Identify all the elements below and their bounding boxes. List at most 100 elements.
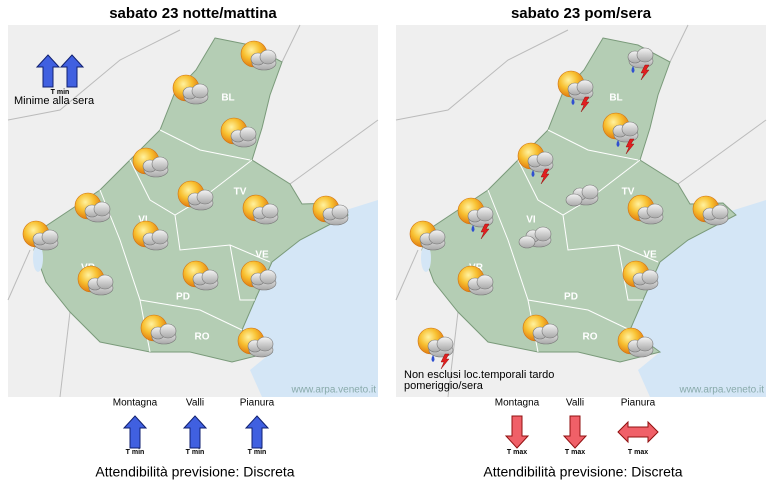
lightning bbox=[625, 138, 635, 155]
weather-icon bbox=[517, 142, 554, 185]
weather-icon bbox=[22, 220, 59, 251]
neighbor-border bbox=[447, 311, 459, 398]
arrow-up bbox=[122, 415, 148, 449]
zone-label: Pianura bbox=[240, 398, 275, 409]
cloud bbox=[159, 323, 177, 339]
reliability: Attendibilità previsione: Discreta bbox=[483, 464, 682, 480]
lake bbox=[421, 244, 431, 272]
zone-label: Montagna bbox=[495, 398, 540, 409]
weather-icon bbox=[565, 184, 599, 207]
province-label: RO bbox=[195, 332, 210, 343]
weather-icon bbox=[182, 260, 219, 291]
weather-icon bbox=[409, 220, 446, 251]
cloud bbox=[621, 121, 639, 137]
cloud bbox=[93, 201, 111, 217]
cloud bbox=[41, 229, 59, 245]
cloud bbox=[151, 229, 169, 245]
cloud bbox=[96, 274, 114, 290]
rain-drop bbox=[631, 66, 635, 73]
zone-arrow-label: T max bbox=[565, 449, 585, 456]
weather-icon bbox=[177, 180, 214, 211]
cloud bbox=[536, 151, 554, 167]
zone-arrow-label: T min bbox=[248, 449, 267, 456]
province-border bbox=[139, 299, 243, 331]
weather-icon bbox=[557, 70, 594, 113]
weather-icon bbox=[237, 327, 274, 358]
province-border bbox=[527, 299, 631, 331]
cloud bbox=[259, 269, 277, 285]
cloud bbox=[541, 323, 559, 339]
weather-icon bbox=[627, 194, 664, 225]
cloud bbox=[518, 235, 536, 249]
map: BLTVVIVRPDVEROwww.arpa.veneto.itT minMin… bbox=[7, 24, 379, 398]
province-border bbox=[547, 129, 639, 161]
weather-icon bbox=[172, 74, 209, 105]
province-label: BL bbox=[609, 93, 622, 104]
weather-icon bbox=[132, 220, 169, 251]
cloud bbox=[576, 79, 594, 95]
province-label: BL bbox=[221, 93, 234, 104]
weather-icon bbox=[617, 327, 654, 358]
weather-icon bbox=[622, 260, 659, 291]
panel-title: sabato 23 notte/mattina bbox=[109, 5, 277, 22]
cloud bbox=[428, 229, 446, 245]
province-label: TV bbox=[622, 187, 635, 198]
province-border bbox=[562, 214, 659, 263]
province-border bbox=[174, 214, 271, 263]
weather-icon bbox=[240, 260, 277, 291]
arrow-both bbox=[617, 420, 659, 444]
neighbor-border bbox=[395, 29, 569, 121]
sea bbox=[630, 200, 766, 397]
province-label: VI bbox=[138, 215, 148, 226]
cloud bbox=[261, 203, 279, 219]
cloud bbox=[191, 83, 209, 99]
cloud bbox=[151, 156, 169, 172]
cloud bbox=[259, 49, 277, 65]
province-border bbox=[159, 129, 251, 161]
weather-icon bbox=[602, 112, 639, 155]
province-label: VE bbox=[255, 250, 269, 261]
zone-label: Pianura bbox=[621, 398, 656, 409]
weather-icon bbox=[77, 265, 114, 296]
forecast-note: pomeriggio/sera bbox=[404, 380, 484, 392]
panel-title: sabato 23 pom/sera bbox=[511, 5, 652, 22]
weather-icon bbox=[312, 195, 349, 226]
neighbor-border bbox=[395, 249, 419, 301]
arrow-up bbox=[59, 54, 85, 88]
zone-label: Valli bbox=[186, 398, 204, 409]
province-border bbox=[617, 244, 643, 301]
zone-label: Valli bbox=[566, 398, 584, 409]
legend-note: Minime alla sera bbox=[14, 95, 95, 107]
lake bbox=[33, 244, 43, 272]
weather-icon bbox=[457, 265, 494, 296]
province-border bbox=[229, 244, 255, 301]
reliability: Attendibilità previsione: Discreta bbox=[95, 464, 294, 480]
sea bbox=[242, 200, 378, 397]
rain-drop bbox=[431, 355, 435, 362]
watermark: www.arpa.veneto.it bbox=[679, 385, 765, 396]
weather-icon bbox=[692, 195, 729, 226]
cloud bbox=[534, 226, 552, 242]
cloud bbox=[476, 206, 494, 222]
cloud bbox=[636, 47, 654, 63]
neighbor-border bbox=[59, 311, 71, 398]
forecast-panel: sabato 23 notte/mattinaBLTVVIVRPDVEROwww… bbox=[7, 5, 379, 480]
province-label: VI bbox=[526, 215, 536, 226]
province-label: VE bbox=[643, 250, 657, 261]
weather-icon bbox=[220, 117, 257, 148]
arrow-up bbox=[35, 54, 61, 88]
rain-drop bbox=[471, 225, 475, 232]
weather-icon bbox=[242, 194, 279, 225]
province-label: PD bbox=[564, 292, 578, 303]
arrow-up bbox=[182, 415, 208, 449]
weather-icon bbox=[518, 226, 552, 249]
weather-icon bbox=[522, 314, 559, 345]
cloud bbox=[436, 336, 454, 352]
lightning bbox=[640, 64, 650, 81]
lightning bbox=[480, 223, 490, 240]
cloud bbox=[239, 126, 257, 142]
lightning bbox=[440, 353, 450, 370]
neighbor-border bbox=[7, 29, 181, 121]
cloud bbox=[256, 336, 274, 352]
